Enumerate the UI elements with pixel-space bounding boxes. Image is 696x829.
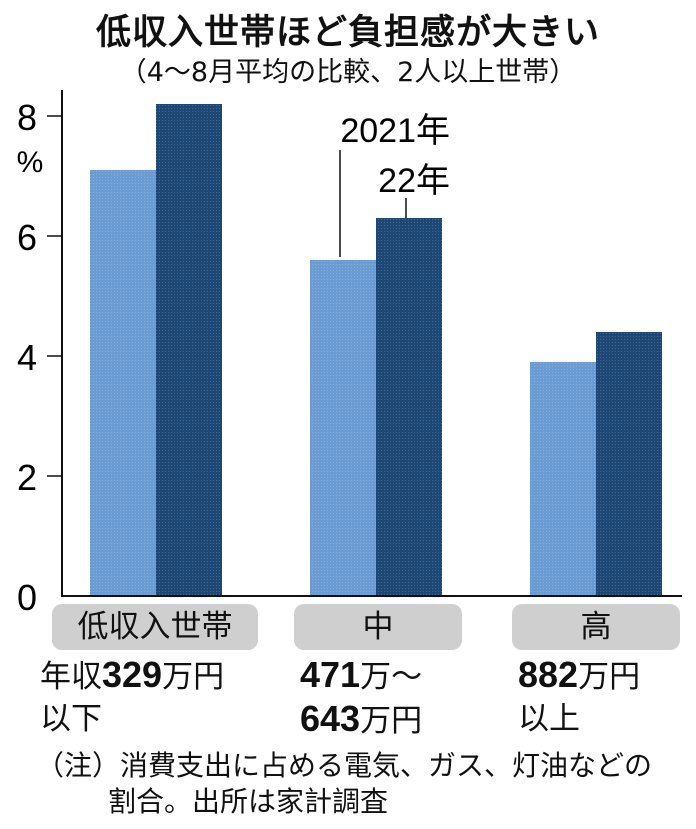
bar-texture — [310, 260, 376, 596]
income-value: 882 — [518, 654, 579, 695]
chart-title: 低収入世帯ほど負担感が大きい — [95, 13, 600, 53]
bar-texture — [596, 332, 662, 596]
legend-label-2021: 2021年 — [340, 112, 450, 150]
y-axis-unit: % — [17, 146, 44, 179]
chart-subtitle: （4～8月平均の比較、2人以上世帯） — [119, 57, 577, 88]
category-label-high: 高 — [512, 604, 680, 650]
income-value-2: 643 — [300, 698, 361, 739]
bar-texture — [90, 170, 156, 596]
y-tick-label: 8 — [17, 97, 37, 138]
y-tick-label: 6 — [17, 217, 37, 258]
y-tick-label: 0 — [17, 577, 37, 618]
income-unit: 万円 — [162, 659, 225, 695]
income-unit-2: 万円 — [360, 703, 423, 739]
income-qualifier: 以下 — [40, 701, 102, 737]
income-mid: 471万～ 643万円 — [300, 654, 422, 742]
income-qualifier: 以上 — [518, 701, 580, 737]
income-low: 年収329万円 以下 — [40, 654, 224, 740]
income-value: 471 — [300, 654, 361, 695]
income-high: 882万円 以上 — [518, 654, 640, 740]
footnote-continued: 割合。出所は家計調査 — [108, 785, 389, 818]
category-label-low: 低収入世帯 — [52, 604, 258, 650]
footnote: （注）消費支出に占める電気、ガス、灯油などの — [36, 749, 653, 782]
income-prefix: 年収 — [40, 659, 102, 695]
income-unit: 万円 — [578, 659, 641, 695]
bar-texture — [530, 362, 596, 596]
y-tick-label: 2 — [17, 457, 37, 498]
income-value: 329 — [102, 654, 163, 695]
category-label-mid: 中 — [294, 604, 462, 650]
legend-label-2022: 22年 — [378, 162, 450, 200]
y-tick-label: 4 — [17, 337, 37, 378]
bar-texture — [376, 218, 442, 596]
income-unit: 万～ — [360, 659, 423, 695]
bar-texture — [156, 104, 222, 596]
